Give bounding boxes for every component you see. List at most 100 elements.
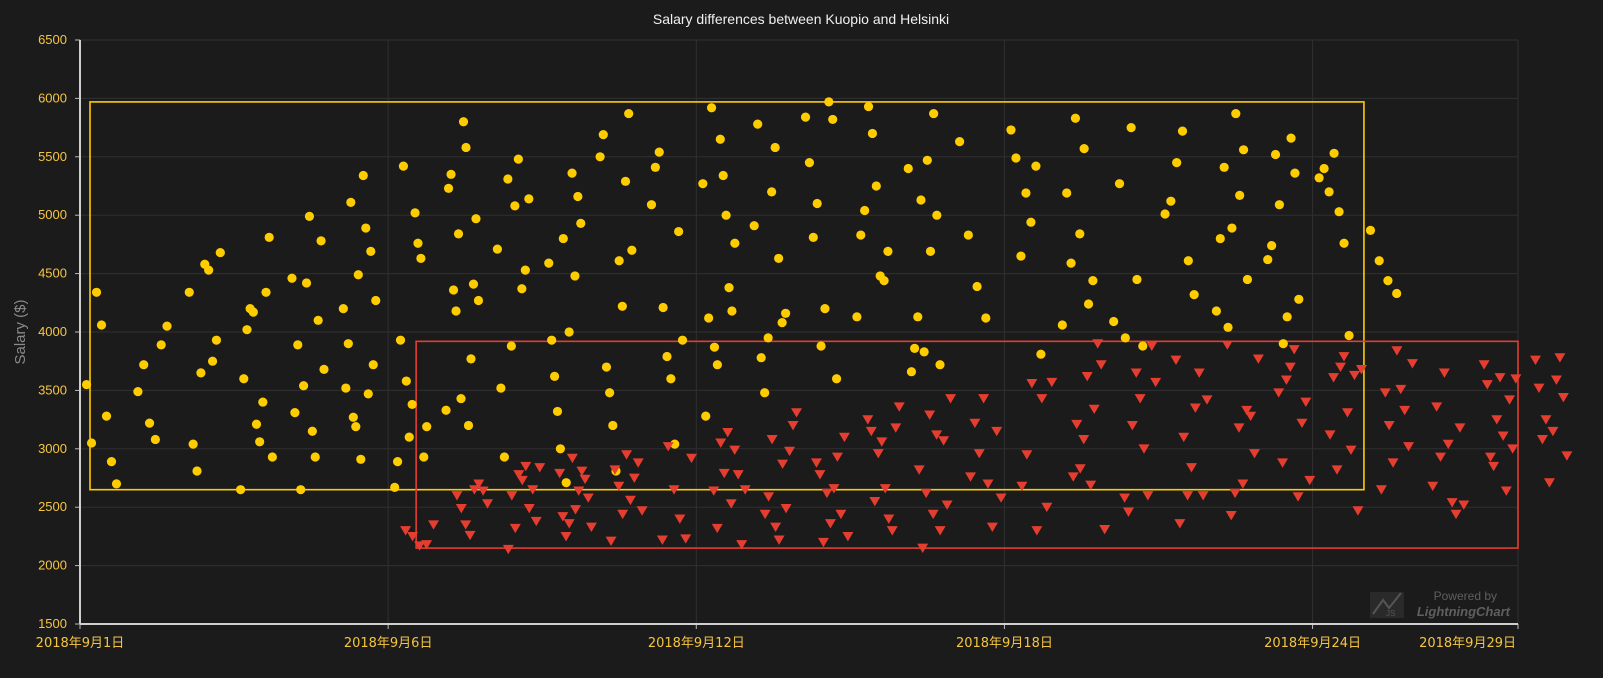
series-1-point: [248, 307, 258, 317]
series-2-point: [913, 465, 925, 475]
series-1-point: [922, 155, 932, 165]
series-1-point: [144, 418, 155, 428]
series-1-point: [398, 161, 409, 171]
series-2-point: [770, 522, 782, 533]
series-2-point: [1352, 506, 1364, 516]
series-1-point: [407, 399, 417, 410]
series-2-point: [835, 509, 847, 520]
series-1-point: [767, 187, 777, 197]
series-1-point: [204, 265, 214, 275]
series-2-point: [554, 468, 566, 479]
series-2-point: [1335, 362, 1347, 372]
series-1-point: [1088, 276, 1098, 286]
range-boxes: [89, 101, 1519, 549]
series-1-point: [1036, 349, 1046, 359]
series-2-point: [513, 470, 525, 480]
series-2-point: [1550, 375, 1562, 385]
series-1-point: [242, 325, 252, 335]
x-tick-label: 2018年9月12日: [648, 636, 745, 651]
x-tick-label: 2018年9月18日: [956, 636, 1053, 651]
series-2-point: [1078, 435, 1090, 445]
series-1-point: [677, 335, 688, 345]
series-2-point: [1074, 464, 1086, 474]
series-1-point: [824, 97, 834, 107]
series-2-point: [566, 453, 578, 464]
series-2-point: [1345, 445, 1357, 455]
series-2-point: [814, 470, 826, 480]
series-2-point: [787, 421, 799, 431]
series-2-point: [1245, 411, 1257, 422]
series-1-point: [770, 142, 780, 153]
series-2-point: [715, 438, 727, 448]
series-2-point: [831, 452, 843, 462]
series-1-point: [658, 302, 668, 313]
series-1-point: [1114, 179, 1125, 189]
series-2-point: [1277, 458, 1289, 468]
series-2-point: [613, 481, 625, 492]
series-2-point: [609, 465, 621, 475]
series-1-point: [666, 374, 676, 384]
series-2-point: [685, 453, 697, 464]
series-1-point: [1242, 274, 1253, 285]
series-1-point: [343, 339, 353, 349]
series-1-point: [446, 169, 456, 179]
series-2-point: [732, 470, 744, 480]
series-1-point: [1011, 153, 1021, 163]
series-1-point: [510, 201, 520, 211]
series-2-point: [1446, 498, 1458, 508]
series-1-point: [1294, 294, 1304, 304]
series-1-point: [781, 308, 791, 318]
series-1-point: [879, 276, 889, 286]
series-1-point: [856, 230, 866, 240]
series-2-point: [773, 535, 785, 545]
series-1-point: [207, 356, 218, 366]
series-1-point: [307, 426, 317, 436]
series-1-point: [552, 406, 563, 417]
series-1-point: [804, 158, 815, 168]
series-2-point: [1119, 493, 1131, 503]
series-2-point: [1146, 341, 1158, 351]
series-2-point: [725, 499, 737, 509]
series-2-point: [668, 485, 680, 495]
series-1-point: [883, 246, 893, 257]
series-2-point: [1543, 478, 1555, 488]
series-1-point: [139, 360, 149, 370]
series-2-point: [780, 503, 792, 514]
series-2-point: [1331, 465, 1343, 475]
series-2-point: [460, 520, 472, 530]
series-2-point: [1099, 524, 1111, 535]
series-1-point: [963, 230, 973, 240]
series-1-point: [346, 197, 356, 207]
series-1-point: [1031, 161, 1041, 171]
series-2-point: [1387, 458, 1399, 468]
series-1-point: [617, 301, 627, 311]
series-1-point: [351, 422, 361, 432]
series-2-point: [865, 426, 877, 437]
y-tick-label: 3500: [38, 382, 67, 397]
series-1-point: [1231, 108, 1241, 119]
series-1-point: [264, 232, 274, 242]
series-2-point: [934, 526, 946, 536]
series-1-point: [1083, 299, 1094, 309]
series-1-point: [356, 454, 366, 464]
series-1-point: [150, 434, 160, 445]
series-1-point: [390, 482, 400, 492]
series-2-point: [969, 418, 981, 429]
series-1-point: [395, 335, 406, 345]
series-1-point: [1223, 322, 1233, 332]
series-1-point: [448, 285, 459, 295]
series-1-point: [86, 438, 97, 448]
series-2-point: [628, 473, 640, 483]
series-1-point: [1238, 145, 1249, 155]
series-2-point: [506, 491, 518, 501]
x-tick-label: 2018年9月1日: [36, 636, 125, 651]
series-1-point: [215, 247, 225, 258]
series-2-point: [1189, 403, 1201, 413]
series-1-point: [910, 343, 920, 353]
series-2-point: [1494, 373, 1506, 383]
series-1-point: [316, 236, 326, 246]
y-tick-label: 4000: [38, 324, 67, 339]
series-1-point: [704, 313, 714, 323]
series-1-point: [749, 221, 759, 231]
series-1-point: [251, 419, 262, 429]
